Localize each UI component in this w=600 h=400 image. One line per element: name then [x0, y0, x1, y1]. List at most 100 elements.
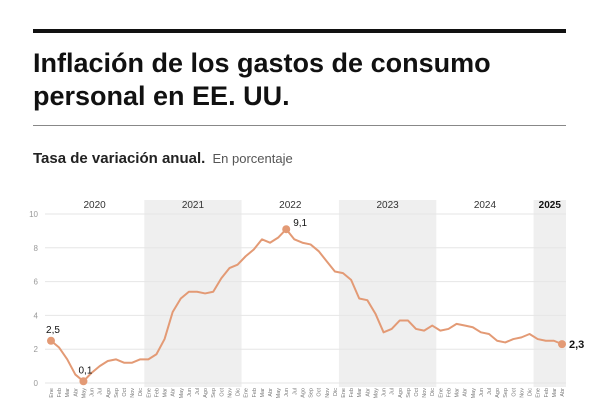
month-tick-label: Ene — [49, 388, 55, 398]
data-point-2020-01 — [47, 336, 55, 345]
month-tick-label: Sep — [503, 388, 509, 398]
month-tick-label: Mar — [65, 388, 71, 398]
month-tick-label: Mar — [357, 388, 363, 398]
year-band-2025 — [533, 200, 566, 387]
month-tick-label: Feb — [544, 388, 550, 397]
gridlines — [45, 213, 566, 384]
data-point-2020-05 — [79, 377, 88, 386]
month-tick-label: Mar — [552, 388, 558, 398]
month-tick-label: May — [179, 388, 185, 399]
y-axis-ticks: 0 2 4 6 8 10 — [29, 210, 38, 388]
year-label-2024: 2024 — [474, 200, 497, 211]
month-tick-label: Jul — [98, 388, 104, 395]
month-tick-label: Abr — [463, 388, 469, 397]
month-tick-label: Sep — [114, 388, 120, 398]
month-tick-label: Jun — [284, 388, 290, 397]
month-tick-label: Ago — [300, 388, 306, 398]
month-tick-label: Mar — [163, 388, 169, 398]
month-tick-label: Dic — [138, 388, 144, 396]
month-tick-label: Dic — [333, 388, 339, 396]
month-tick-label: Ago — [398, 388, 404, 398]
month-tick-label: Ago — [106, 388, 112, 398]
year-labels: 2020 2021 2022 2023 2024 2025 — [84, 200, 562, 211]
page-title: Inflación de los gastos de consumo perso… — [33, 48, 491, 111]
month-tick-label: Nov — [227, 388, 233, 398]
month-tick-label: Ene — [341, 388, 347, 398]
year-label-2020: 2020 — [84, 200, 107, 211]
year-label-2023: 2023 — [376, 200, 399, 211]
month-tick-label: Jun — [479, 388, 485, 397]
month-tick-label: Jun — [90, 388, 96, 397]
top-rule — [33, 29, 566, 33]
year-band-2023 — [338, 200, 437, 387]
month-tick-label: Ene — [536, 388, 542, 398]
subtitle-text: Tasa de variación anual. — [33, 150, 206, 167]
month-tick-label: Jul — [390, 388, 396, 395]
month-tick-label: Oct — [317, 388, 323, 397]
month-tick-label: Ago — [495, 388, 501, 398]
year-label-2021: 2021 — [182, 200, 205, 211]
month-tick-label: Oct — [414, 388, 420, 397]
unit-text: En porcentaje — [212, 151, 293, 166]
month-tick-label: Jul — [292, 388, 298, 395]
month-tick-label: May — [373, 388, 379, 399]
month-tick-label: Oct — [511, 388, 517, 397]
month-tick-label: May — [471, 388, 477, 399]
data-label-2020-01: 2,5 — [46, 325, 60, 336]
month-tick-label: Jun — [187, 388, 193, 397]
month-tick-label: Oct — [122, 388, 128, 397]
month-tick-label: Mar — [455, 388, 461, 398]
month-tick-label: Jul — [195, 388, 201, 395]
month-tick-label: Abr — [73, 388, 79, 397]
month-tick-label: Oct — [219, 388, 225, 397]
y-tick-4: 4 — [34, 311, 39, 320]
month-tick-label: Ene — [438, 388, 444, 398]
data-point-2022-06 — [282, 225, 291, 234]
month-tick-label: Feb — [252, 388, 258, 397]
year-bands — [144, 200, 566, 387]
y-tick-10: 10 — [29, 210, 38, 219]
month-tick-label: May — [276, 388, 282, 399]
year-label-2025: 2025 — [539, 200, 562, 211]
month-tick-label: Sep — [406, 388, 412, 398]
y-tick-0: 0 — [34, 379, 39, 388]
month-tick-label: May — [81, 388, 87, 399]
chart-subtitle: Tasa de variación anual. En porcentaje — [33, 150, 293, 167]
month-tick-label: Mar — [260, 388, 266, 398]
month-tick-label: Feb — [154, 388, 160, 397]
month-tick-label: Abr — [560, 388, 566, 397]
month-tick-label: Jun — [382, 388, 388, 397]
month-tick-label: Feb — [57, 388, 63, 397]
month-tick-label: Abr — [365, 388, 371, 397]
month-tick-label: Ene — [146, 388, 152, 398]
month-tick-label: Nov — [130, 388, 136, 398]
month-tick-label: Abr — [171, 388, 177, 397]
data-label-2025-04: 2,3 — [569, 339, 584, 351]
y-tick-8: 8 — [34, 244, 39, 253]
series-line — [50, 228, 563, 383]
month-tick-label: Sep — [211, 388, 217, 398]
month-tick-label: Dic — [430, 388, 436, 396]
month-tick-label: Nov — [519, 388, 525, 398]
year-band-2021 — [144, 200, 242, 387]
month-tick-label: Nov — [325, 388, 331, 398]
month-tick-label: Ago — [203, 388, 209, 398]
y-tick-6: 6 — [34, 278, 39, 287]
month-tick-label: Ene — [244, 388, 250, 398]
month-tick-label: Nov — [422, 388, 428, 398]
data-label-2020-05: 0,1 — [78, 365, 92, 376]
data-label-2022-06: 9,1 — [293, 218, 307, 229]
month-tick-label: Dic — [528, 388, 534, 396]
title-divider — [33, 125, 566, 126]
annotations: 2,5 0,1 9,1 2,3 — [46, 218, 584, 386]
month-tick-label: Jul — [487, 388, 493, 395]
year-label-2022: 2022 — [279, 200, 302, 211]
month-tick-label: Feb — [446, 388, 452, 397]
month-tick-labels: Ene Feb Mar Abr May Jun Jul Ago Sep Oct Nov Dic Ene F… — [49, 388, 566, 399]
month-tick-label: Feb — [349, 388, 355, 397]
month-tick-label: Abr — [268, 388, 274, 397]
data-point-2025-04 — [558, 340, 566, 349]
y-tick-2: 2 — [34, 345, 39, 354]
month-tick-label: Dic — [236, 388, 242, 396]
